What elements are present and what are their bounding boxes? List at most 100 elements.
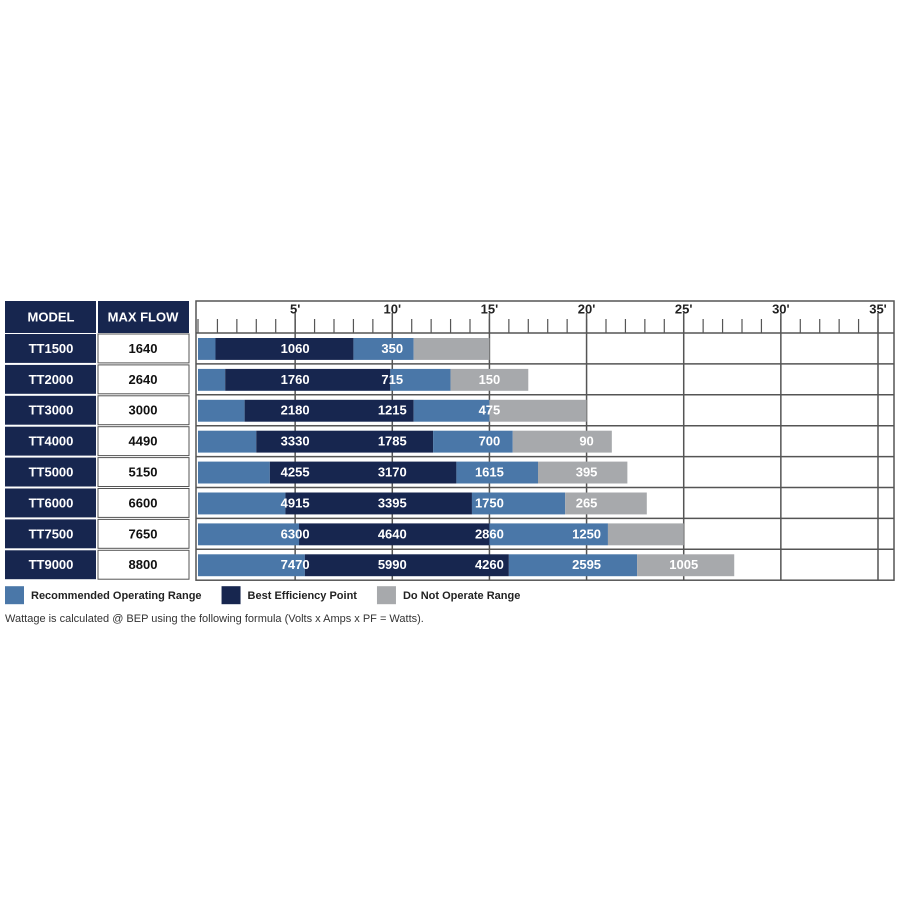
bar-segment [512, 430, 612, 453]
flow-cell [97, 488, 190, 518]
flow-label: 90 [579, 434, 593, 449]
flow-label: 3395 [378, 495, 407, 510]
flow-label: 1750 [475, 495, 504, 510]
flow-label: 4640 [378, 526, 407, 541]
bar-segment [450, 368, 529, 391]
flow-label: 350 [381, 341, 403, 356]
chart-frame [195, 300, 895, 581]
bar-segment [456, 461, 538, 484]
flow-label: 1250 [572, 526, 601, 541]
bar-segment [244, 399, 414, 422]
flow-label: 4255 [281, 464, 310, 479]
bar-segment [285, 492, 472, 515]
bar-segment [269, 461, 457, 484]
flow-label: 700 [479, 434, 501, 449]
model: TT1500 [29, 341, 74, 356]
bar-segment [413, 338, 490, 360]
flow-cell [97, 457, 190, 488]
flow-label: 715 [381, 372, 403, 387]
max-flow: 1640 [129, 341, 158, 356]
bar-segment [413, 399, 490, 422]
bar-segment [198, 492, 286, 515]
model: TT7500 [29, 526, 74, 541]
flow-label: 1615 [475, 464, 504, 479]
model-cell [5, 457, 96, 487]
flow-label: 1785 [378, 434, 407, 449]
bar-segment [256, 430, 434, 453]
bar-segment [198, 554, 305, 577]
flow-cell [97, 549, 190, 580]
max-flow: 3000 [129, 403, 158, 418]
flow-label: 1760 [281, 372, 310, 387]
flow-cell [97, 364, 190, 395]
legend-label: Best Efficiency Point [248, 590, 358, 602]
model-cell [5, 550, 96, 580]
flow-label: 7470 [281, 557, 310, 572]
max-flow: 6600 [129, 495, 158, 510]
bar-segment [198, 399, 245, 422]
bar-segment [607, 523, 684, 546]
legend-swatch [5, 586, 24, 605]
flow-label: 1005 [669, 557, 698, 572]
flow-cell [97, 333, 190, 364]
max-flow: 2640 [129, 372, 158, 387]
model: TT9000 [29, 557, 74, 572]
max-flow: 7650 [129, 526, 158, 541]
model-cell [5, 334, 96, 363]
bar-segment [198, 430, 257, 453]
model: TT5000 [29, 464, 74, 479]
flow-label: 150 [479, 372, 501, 387]
flow-cell [97, 518, 190, 549]
flow-label: 3170 [378, 464, 407, 479]
flow-label: 1215 [378, 403, 407, 418]
bar-segment [489, 523, 608, 546]
bar-segment [198, 461, 270, 484]
x-tick-label: 25' [675, 301, 693, 316]
x-tick-label: 30' [772, 301, 790, 316]
bar-segment [225, 368, 391, 391]
flow-label: 265 [576, 495, 598, 510]
column-header: MODEL [28, 309, 75, 324]
bar-segment [215, 338, 354, 360]
bar-segment [433, 430, 513, 453]
flow-label: 5990 [378, 557, 407, 572]
flow-label: 4260 [475, 557, 504, 572]
model: TT4000 [29, 434, 74, 449]
model-cell [5, 519, 96, 549]
model-cell [5, 395, 96, 425]
flow-label: 395 [576, 464, 598, 479]
column-header: MAX FLOW [108, 309, 179, 324]
legend-label: Recommended Operating Range [31, 590, 202, 602]
flow-label: 475 [479, 403, 501, 418]
flow-cell [97, 395, 190, 426]
flow-label: 2595 [572, 557, 601, 572]
bar-segment [471, 492, 566, 515]
bar-segment [538, 461, 628, 484]
legend-swatch [221, 586, 241, 605]
bar-segment [489, 399, 587, 422]
x-tick-label: 15' [481, 301, 499, 316]
flow-label: 2860 [475, 526, 504, 541]
model-cell [5, 488, 96, 518]
max-flow: 8800 [129, 557, 158, 572]
bar-segment [198, 368, 226, 391]
max-flow: 5150 [129, 464, 158, 479]
header-cell [98, 301, 189, 333]
x-tick-label: 20' [578, 301, 596, 316]
flow-cell [97, 426, 190, 457]
flow-label: 6300 [281, 526, 310, 541]
model-cell [5, 426, 96, 456]
bar-segment [508, 554, 638, 577]
model: TT6000 [29, 495, 74, 510]
header-cell [5, 301, 96, 333]
flow-label: 2180 [281, 403, 310, 418]
bar-segment [637, 554, 735, 577]
footnote: Wattage is calculated @ BEP using the fo… [5, 613, 424, 625]
model: TT3000 [29, 403, 74, 418]
x-tick-label: 5' [290, 301, 300, 316]
flow-label: 4915 [281, 495, 310, 510]
model: TT2000 [29, 372, 74, 387]
flow-label: 3330 [281, 434, 310, 449]
